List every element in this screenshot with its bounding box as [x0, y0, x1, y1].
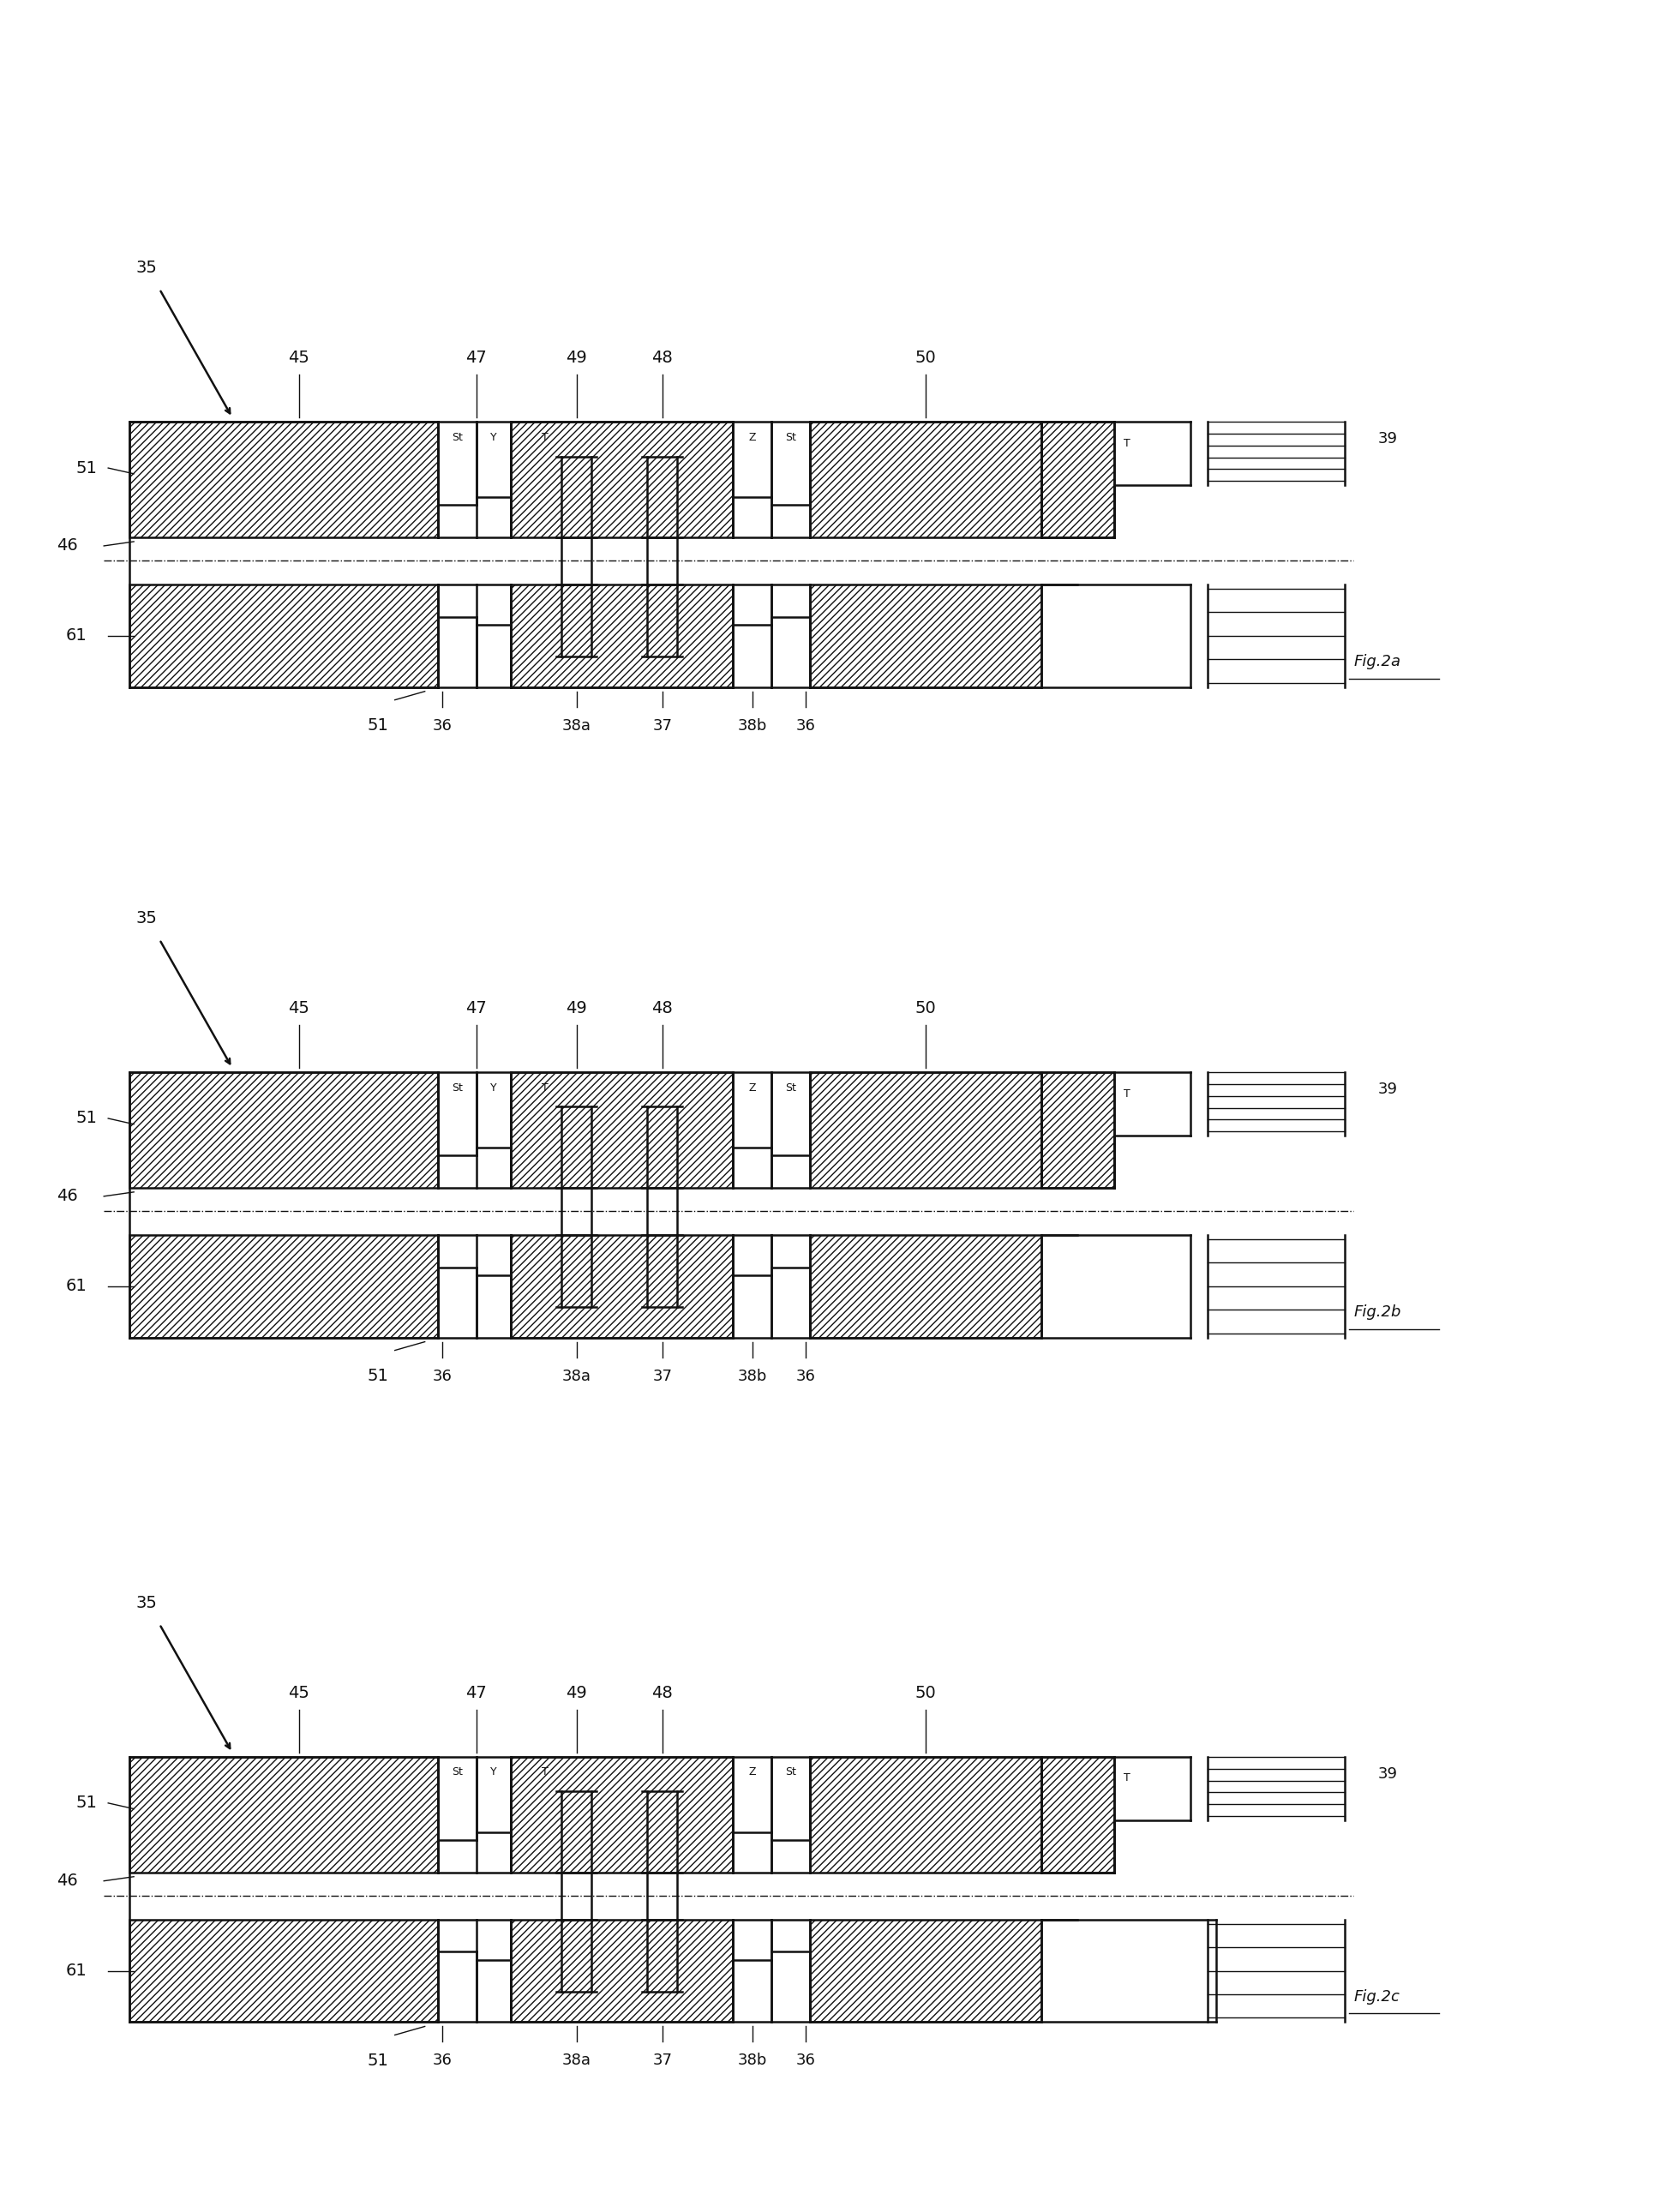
Text: 36: 36	[796, 1369, 816, 1385]
Text: T: T	[1123, 1772, 1129, 1783]
Text: 50: 50	[915, 349, 937, 365]
Text: 45: 45	[289, 349, 309, 365]
Text: Fig.2b: Fig.2b	[1354, 1305, 1400, 1321]
Text: 49: 49	[566, 1000, 588, 1015]
Bar	[510, 1920, 733, 2022]
Text: 49: 49	[566, 349, 588, 365]
Text: 36: 36	[796, 2053, 816, 2068]
Text: 61: 61	[65, 1962, 86, 1980]
Bar	[510, 584, 733, 688]
Text: 38a: 38a	[561, 1369, 591, 1385]
Text: 39: 39	[1377, 431, 1397, 447]
Text: 36: 36	[432, 1369, 452, 1385]
Text: T: T	[541, 431, 548, 442]
Bar	[1041, 1073, 1115, 1188]
Bar	[811, 1756, 1041, 1871]
Text: 50: 50	[915, 1686, 937, 1701]
Text: 39: 39	[1377, 1082, 1397, 1097]
Text: 51: 51	[76, 460, 98, 476]
Text: 45: 45	[289, 1000, 309, 1015]
Bar	[510, 1756, 733, 1871]
Bar	[130, 1756, 437, 1871]
Bar	[130, 1234, 437, 1338]
Text: 37: 37	[653, 1369, 673, 1385]
Text: 47: 47	[465, 1686, 487, 1701]
Text: T: T	[541, 1767, 548, 1778]
Text: St: St	[786, 1082, 796, 1093]
Bar	[811, 584, 1041, 688]
Text: St: St	[452, 431, 462, 442]
Text: 35: 35	[136, 259, 158, 276]
Text: 46: 46	[56, 538, 78, 553]
Text: 49: 49	[566, 1686, 588, 1701]
Text: 48: 48	[651, 1000, 673, 1015]
Text: 38a: 38a	[561, 719, 591, 734]
Bar	[1041, 422, 1115, 538]
Text: Z: Z	[749, 1082, 756, 1093]
Bar	[811, 1073, 1041, 1188]
Text: 51: 51	[76, 1110, 98, 1126]
Bar	[130, 1920, 437, 2022]
Text: 35: 35	[136, 1595, 158, 1610]
Text: 46: 46	[56, 1188, 78, 1203]
Text: T: T	[541, 1082, 548, 1093]
Bar	[510, 1073, 733, 1188]
Text: 48: 48	[651, 349, 673, 365]
Text: 51: 51	[367, 1367, 389, 1385]
Text: St: St	[452, 1767, 462, 1778]
Bar	[1041, 1756, 1115, 1871]
Text: Y: Y	[490, 1767, 497, 1778]
Text: 38b: 38b	[737, 2053, 767, 2068]
Text: St: St	[786, 1767, 796, 1778]
Bar	[811, 1234, 1041, 1338]
Text: 51: 51	[367, 2053, 389, 2068]
Bar	[811, 1920, 1041, 2022]
Text: 51: 51	[76, 1794, 98, 1812]
Text: 48: 48	[651, 1686, 673, 1701]
Text: 51: 51	[367, 717, 389, 734]
Bar	[510, 422, 733, 538]
Text: St: St	[452, 1082, 462, 1093]
Text: 61: 61	[65, 1279, 86, 1294]
Text: 47: 47	[465, 1000, 487, 1015]
Text: Y: Y	[490, 431, 497, 442]
Text: 36: 36	[432, 719, 452, 734]
Text: Fig.2a: Fig.2a	[1354, 655, 1400, 668]
Text: 38a: 38a	[561, 2053, 591, 2068]
Bar	[510, 1234, 733, 1338]
Bar	[130, 422, 437, 538]
Text: 46: 46	[56, 1874, 78, 1889]
Text: 36: 36	[432, 2053, 452, 2068]
Text: Fig.2c: Fig.2c	[1354, 1989, 1400, 2004]
Text: 35: 35	[136, 909, 158, 927]
Text: Z: Z	[749, 1767, 756, 1778]
Text: 47: 47	[465, 349, 487, 365]
Text: St: St	[786, 431, 796, 442]
Text: 38b: 38b	[737, 719, 767, 734]
Text: T: T	[1123, 438, 1129, 449]
Bar	[130, 584, 437, 688]
Text: Y: Y	[490, 1082, 497, 1093]
Bar	[811, 422, 1041, 538]
Bar	[130, 1073, 437, 1188]
Text: 50: 50	[915, 1000, 937, 1015]
Text: 38b: 38b	[737, 1369, 767, 1385]
Text: 45: 45	[289, 1686, 309, 1701]
Text: Z: Z	[749, 431, 756, 442]
Text: 37: 37	[653, 719, 673, 734]
Text: T: T	[1123, 1088, 1129, 1099]
Text: 61: 61	[65, 628, 86, 644]
Text: 37: 37	[653, 2053, 673, 2068]
Text: 39: 39	[1377, 1765, 1397, 1781]
Text: 36: 36	[796, 719, 816, 734]
